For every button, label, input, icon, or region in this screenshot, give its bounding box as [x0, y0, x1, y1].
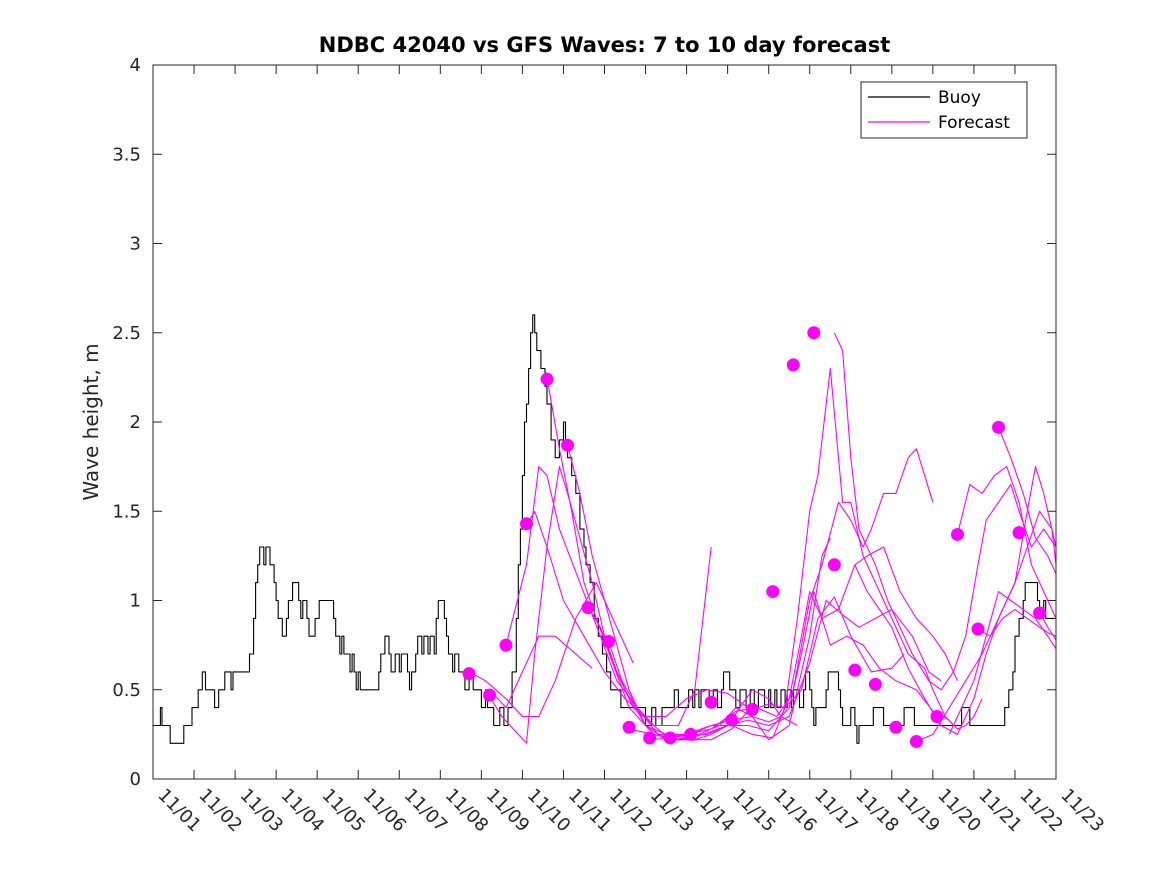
forecast-start-marker: [725, 713, 739, 727]
forecast-line: [567, 445, 905, 741]
forecast-line: [916, 466, 1057, 743]
forecast-start-marker: [909, 735, 923, 749]
y-tick-label: 1.5: [112, 501, 141, 522]
legend: Buoy Forecast: [860, 81, 1028, 139]
forecast-start-marker: [889, 720, 903, 734]
forecast-start-marker: [827, 558, 841, 572]
plot-frame: [152, 64, 1057, 780]
forecast-line: [628, 591, 950, 741]
legend-box: [860, 81, 1028, 139]
forecast-line: [948, 591, 1057, 735]
forecast-start-marker: [950, 527, 964, 541]
forecast-line: [505, 466, 712, 727]
forecast-start-marker: [766, 585, 780, 599]
forecast-start-marker: [540, 372, 554, 386]
y-tick-label: 2: [130, 412, 141, 433]
forecast-start-marker: [663, 731, 677, 745]
forecast-line: [997, 427, 1057, 574]
forecast-markers: [462, 326, 1047, 749]
forecast-start-marker: [643, 731, 657, 745]
y-tick-label: 0.5: [112, 680, 141, 701]
forecast-start-marker: [992, 420, 1006, 434]
y-tick-label: 3: [130, 234, 141, 255]
forecast-start-marker: [786, 358, 800, 372]
chart-title: NDBC 42040 vs GFS Waves: 7 to 10 day for…: [319, 33, 890, 57]
forecast-start-marker: [704, 695, 718, 709]
forecast-start-marker: [807, 326, 821, 340]
y-tick-label: 3.5: [112, 144, 141, 165]
forecast-start-marker: [848, 663, 862, 677]
forecast-start-marker: [602, 635, 616, 649]
y-tick-label: 1: [130, 591, 141, 612]
forecast-line: [587, 599, 942, 737]
y-tick-label: 2.5: [112, 323, 141, 344]
forecast-start-marker: [930, 710, 944, 724]
legend-forecast-label: Forecast: [938, 113, 1010, 133]
forecast-start-marker: [684, 727, 698, 741]
y-tick-label: 4: [130, 55, 141, 76]
y-tick-label: 0: [130, 769, 141, 790]
forecast-start-marker: [581, 601, 595, 615]
forecast-start-marker: [561, 438, 575, 452]
forecast-line: [489, 635, 593, 709]
forecast-line: [608, 546, 958, 735]
buoy-line: [153, 314, 1056, 744]
forecast-start-marker: [520, 517, 534, 531]
forecast-line: [977, 608, 1057, 637]
forecast-line: [833, 332, 1057, 691]
forecast-start-marker: [622, 720, 636, 734]
forecast-line: [956, 466, 1057, 619]
y-axis-label: Wave height, m: [79, 343, 103, 500]
forecast-start-marker: [745, 702, 759, 716]
forecast-start-marker: [1012, 526, 1026, 540]
plot-area: [153, 65, 1056, 779]
forecast-start-marker: [483, 688, 497, 702]
forecast-start-marker: [868, 677, 882, 691]
forecast-start-marker: [462, 667, 476, 681]
legend-buoy-label: Buoy: [938, 88, 981, 108]
forecast-start-marker: [1033, 606, 1047, 620]
forecast-start-marker: [499, 638, 513, 652]
forecast-start-marker: [971, 622, 985, 636]
